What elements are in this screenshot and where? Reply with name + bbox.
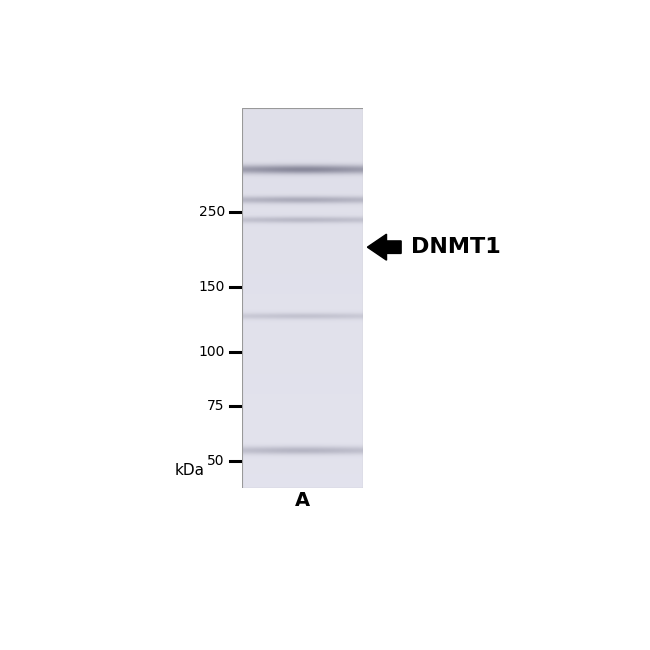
Text: 100: 100 [198, 345, 225, 359]
Text: 75: 75 [207, 399, 225, 413]
Text: 50: 50 [207, 454, 225, 468]
Text: A: A [295, 491, 311, 510]
Text: 150: 150 [198, 280, 225, 294]
Text: 250: 250 [198, 205, 225, 219]
Text: DNMT1: DNMT1 [411, 237, 501, 257]
Text: kDa: kDa [175, 463, 205, 478]
FancyArrow shape [367, 234, 401, 260]
